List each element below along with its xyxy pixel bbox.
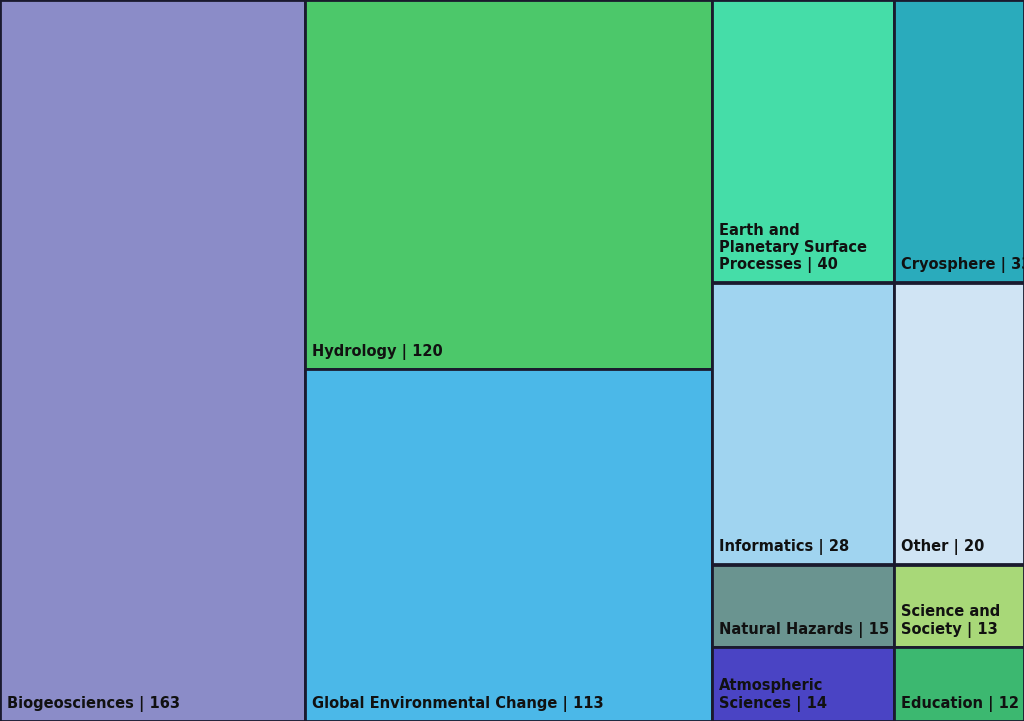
Text: Hydrology | 120: Hydrology | 120 [312,344,443,360]
Text: Science and
Society | 13: Science and Society | 13 [901,604,1000,637]
Bar [894,0,1024,283]
Text: Global Environmental Change | 113: Global Environmental Change | 113 [312,696,604,712]
Text: Biogeosciences | 163: Biogeosciences | 163 [7,696,180,712]
Bar [305,369,712,721]
Bar [712,647,894,721]
Text: Atmospheric
Sciences | 14: Atmospheric Sciences | 14 [719,678,826,712]
Text: Other | 20: Other | 20 [901,539,984,555]
Bar [712,283,894,565]
Bar [894,647,1024,721]
Text: Natural Hazards | 15: Natural Hazards | 15 [719,622,889,637]
Text: Earth and
Planetary Surface
Processes | 40: Earth and Planetary Surface Processes | … [719,223,867,273]
Bar [894,283,1024,565]
Bar [712,565,894,647]
Bar [894,565,1024,647]
Text: Education | 12: Education | 12 [901,696,1019,712]
Bar [305,0,712,369]
Text: Cryosphere | 33: Cryosphere | 33 [901,257,1024,273]
Text: Informatics | 28: Informatics | 28 [719,539,849,555]
Bar [0,0,305,721]
Bar [712,0,894,283]
